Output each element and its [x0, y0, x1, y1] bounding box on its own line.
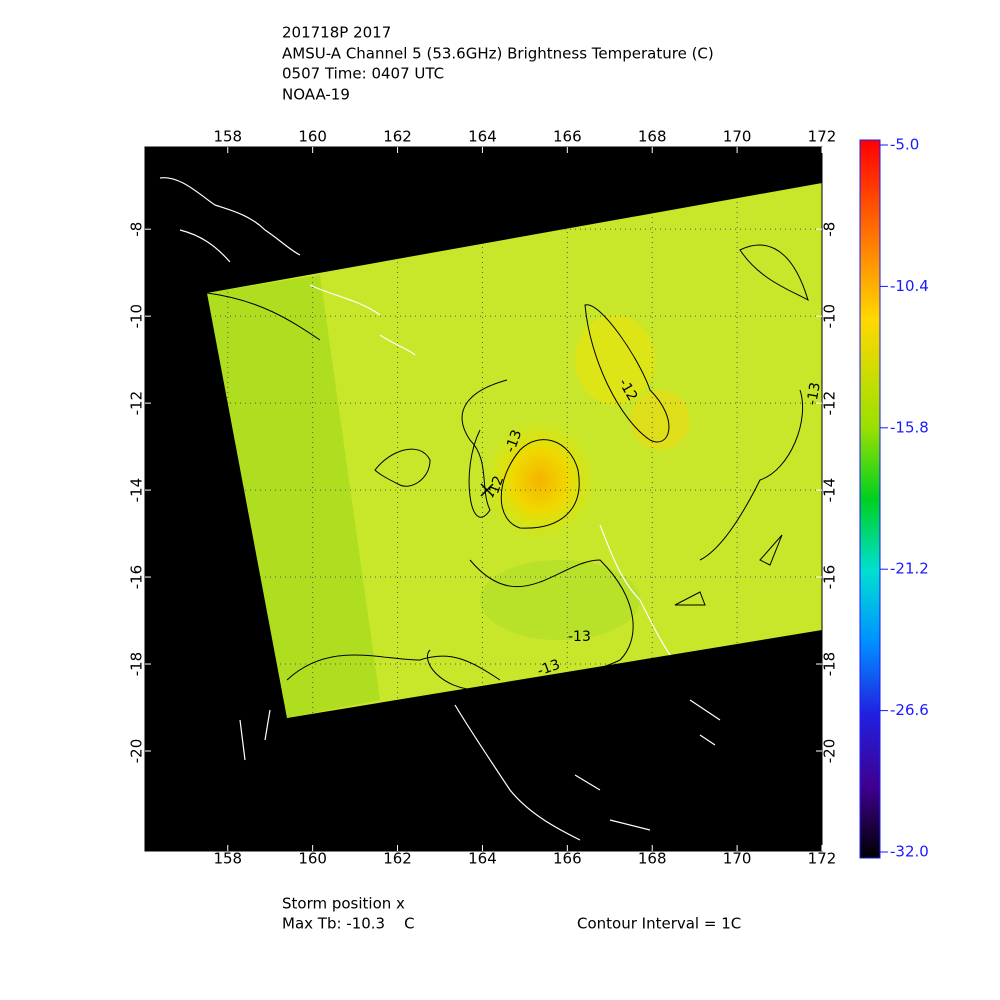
x-tick-label: 158 — [213, 850, 242, 868]
colorbar-label: -15.8 — [890, 418, 929, 436]
colorbar-label: -5.0 — [890, 136, 919, 154]
title-line: NOAA-19 — [282, 86, 350, 104]
contour-label: -12 — [484, 474, 507, 501]
x-tick-label: 168 — [638, 850, 667, 868]
title-line: 201718P 2017 — [282, 24, 391, 42]
x-tick-label: 162 — [383, 128, 412, 146]
x-tick-label: 164 — [468, 128, 497, 146]
contour-interval: Contour Interval = 1C — [577, 915, 741, 933]
x-tick-label: 166 — [553, 128, 582, 146]
y-tick-label: -14 — [128, 478, 146, 503]
max-tb: Max Tb: -10.3 C — [282, 915, 415, 933]
colorbar-label: -32.0 — [890, 843, 929, 861]
x-tick-label: 172 — [808, 850, 837, 868]
y-tick-label: -12 — [128, 391, 146, 416]
y-tick-label: -16 — [128, 565, 146, 590]
y-tick-label: -18 — [821, 652, 839, 677]
title-line: 0507 Time: 0407 UTC — [282, 65, 444, 83]
colorbar-label: -26.6 — [890, 701, 929, 719]
x-tick-label: 168 — [638, 128, 667, 146]
x-tick-label: 170 — [723, 850, 752, 868]
contour-label: -13 — [804, 381, 824, 406]
y-tick-label: -18 — [128, 652, 146, 677]
y-tick-label: -20 — [821, 739, 839, 764]
y-tick-label: -20 — [128, 739, 146, 764]
contour-label: -13 — [502, 428, 525, 455]
x-tick-label: 162 — [383, 850, 412, 868]
x-tick-label: 158 — [213, 128, 242, 146]
y-tick-label: -16 — [821, 565, 839, 590]
coastlines — [159, 177, 721, 841]
x-tick-label: 164 — [468, 850, 497, 868]
storm-position: Storm position x — [282, 895, 405, 913]
y-tick-label: -10 — [128, 304, 146, 329]
storm-marker — [480, 483, 494, 497]
y-tick-label: -8 — [821, 222, 839, 237]
x-tick-label: 160 — [298, 850, 327, 868]
map-frame — [144, 146, 823, 852]
axes: 158 158 160 160 162 162 164 164 166 166 168 168 170 1… — [128, 128, 929, 868]
title-line: AMSU-A Channel 5 (53.6GHz) Brightness Te… — [282, 45, 714, 63]
colorbar-label: -21.2 — [890, 560, 929, 578]
contour-label: -13 — [568, 629, 591, 645]
contour-label: -13 — [535, 657, 562, 680]
y-tick-label: -8 — [128, 222, 146, 237]
colorbar — [859, 139, 881, 859]
x-tick-label: 160 — [298, 128, 327, 146]
y-tick-label: -10 — [821, 304, 839, 329]
y-tick-label: -14 — [821, 478, 839, 503]
contours — [206, 244, 809, 691]
colorbar-label: -10.4 — [890, 277, 929, 295]
x-tick-label: 166 — [553, 850, 582, 868]
x-tick-label: 172 — [808, 128, 837, 146]
y-tick-label: -12 — [821, 391, 839, 416]
x-tick-label: 170 — [723, 128, 752, 146]
